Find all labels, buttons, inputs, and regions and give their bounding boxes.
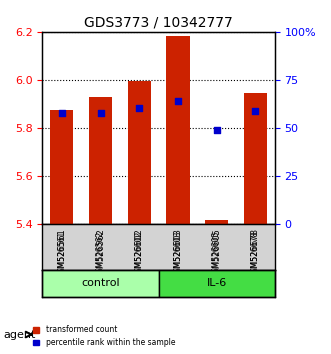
Bar — [244, 93, 267, 224]
Text: GSM526562: GSM526562 — [96, 228, 105, 279]
Bar — [89, 97, 112, 224]
Point — [98, 110, 103, 115]
FancyBboxPatch shape — [159, 270, 275, 297]
Text: GSM526605: GSM526605 — [212, 228, 221, 279]
Text: GSM526603: GSM526603 — [173, 228, 182, 279]
Point — [59, 110, 65, 115]
Text: control: control — [81, 278, 120, 288]
Text: IL-6: IL-6 — [207, 278, 227, 288]
Bar — [166, 36, 190, 224]
Text: GSM526678: GSM526678 — [251, 228, 260, 279]
Bar — [128, 81, 151, 224]
Bar — [205, 221, 228, 224]
FancyBboxPatch shape — [42, 270, 159, 297]
Legend: transformed count, percentile rank within the sample: transformed count, percentile rank withi… — [30, 322, 178, 350]
Text: GSM526605: GSM526605 — [212, 230, 221, 277]
Text: GSM526561: GSM526561 — [57, 228, 66, 279]
Text: GSM526602: GSM526602 — [135, 230, 144, 277]
Bar — [50, 110, 73, 224]
Text: GSM526602: GSM526602 — [135, 228, 144, 279]
Text: agent: agent — [3, 330, 36, 339]
Text: GSM526603: GSM526603 — [173, 230, 182, 277]
Point — [253, 108, 258, 114]
Title: GDS3773 / 10342777: GDS3773 / 10342777 — [84, 15, 233, 29]
Point — [175, 98, 180, 103]
Text: GSM526561: GSM526561 — [57, 230, 66, 277]
Point — [214, 127, 219, 132]
Text: GSM526678: GSM526678 — [251, 230, 260, 277]
Text: GSM526562: GSM526562 — [96, 230, 105, 277]
Point — [137, 105, 142, 111]
